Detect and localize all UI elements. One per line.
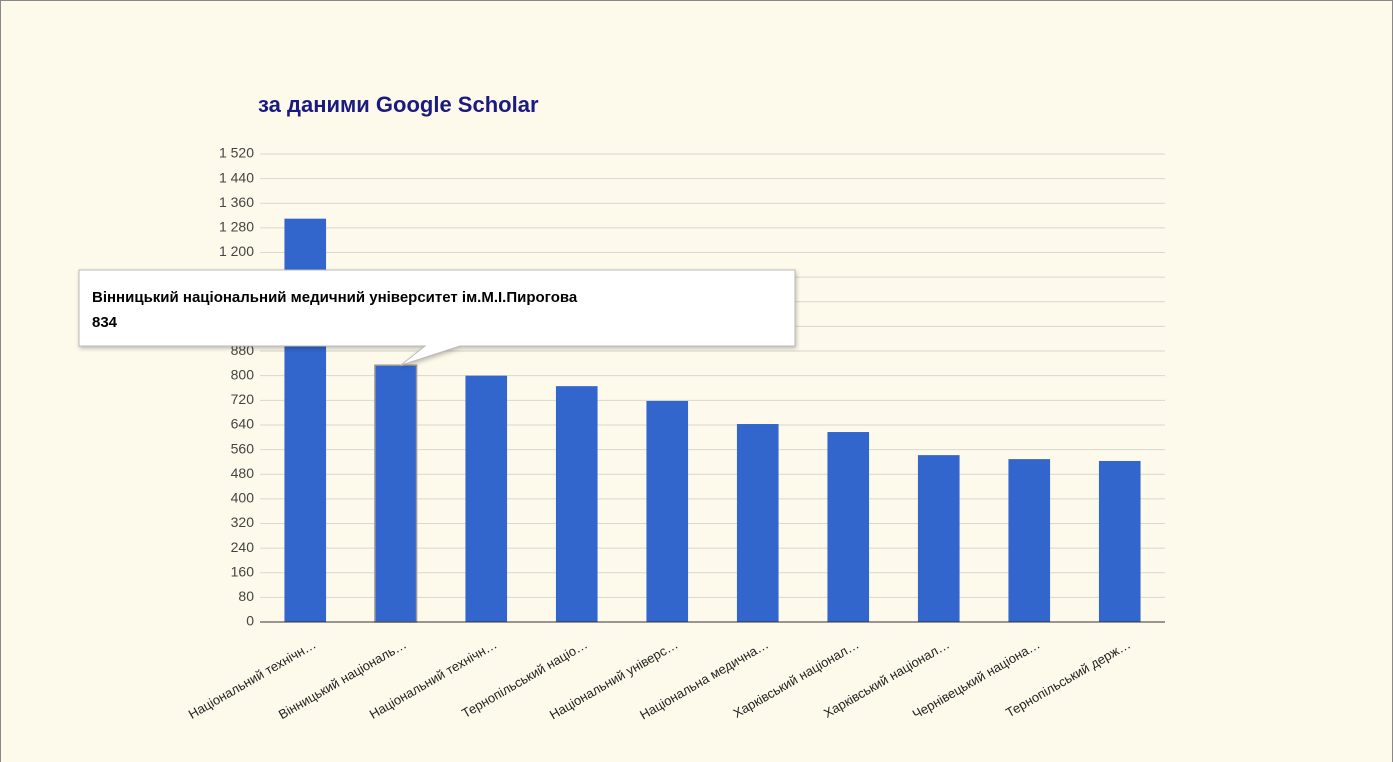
y-tick-label: 640	[231, 416, 255, 432]
y-tick-label: 80	[238, 588, 254, 604]
y-tick-label: 160	[231, 563, 255, 579]
y-tick-label: 800	[231, 366, 255, 382]
y-tick-label: 1 440	[219, 169, 254, 185]
y-tick-label: 240	[231, 539, 255, 555]
y-tick-label: 560	[231, 440, 255, 456]
bar	[465, 375, 508, 622]
tooltip-title: Вінницький національний медичний універс…	[92, 289, 578, 306]
bar	[827, 432, 870, 622]
y-tick-label: 1 360	[219, 194, 254, 210]
y-tick-label: 1 520	[219, 145, 254, 161]
y-tick-label: 1 200	[219, 243, 254, 259]
tooltip-value: 834	[92, 314, 118, 331]
y-tick-label: 1 280	[219, 219, 254, 235]
bar	[646, 400, 689, 622]
bar	[917, 455, 960, 622]
y-tick-label: 480	[231, 465, 255, 481]
y-tick-label: 720	[231, 391, 255, 407]
tooltip-box	[78, 269, 796, 366]
bar	[1098, 460, 1141, 622]
y-tick-label: 320	[231, 514, 255, 530]
bar	[1008, 459, 1051, 622]
bar	[555, 386, 598, 622]
y-tick-label: 0	[246, 613, 254, 629]
bar	[374, 364, 418, 623]
tooltip: Вінницький національний медичний універс…	[78, 269, 796, 366]
y-tick-label: 400	[231, 490, 255, 506]
bar	[736, 424, 779, 622]
chart-title: за даними Google Scholar	[258, 92, 539, 117]
